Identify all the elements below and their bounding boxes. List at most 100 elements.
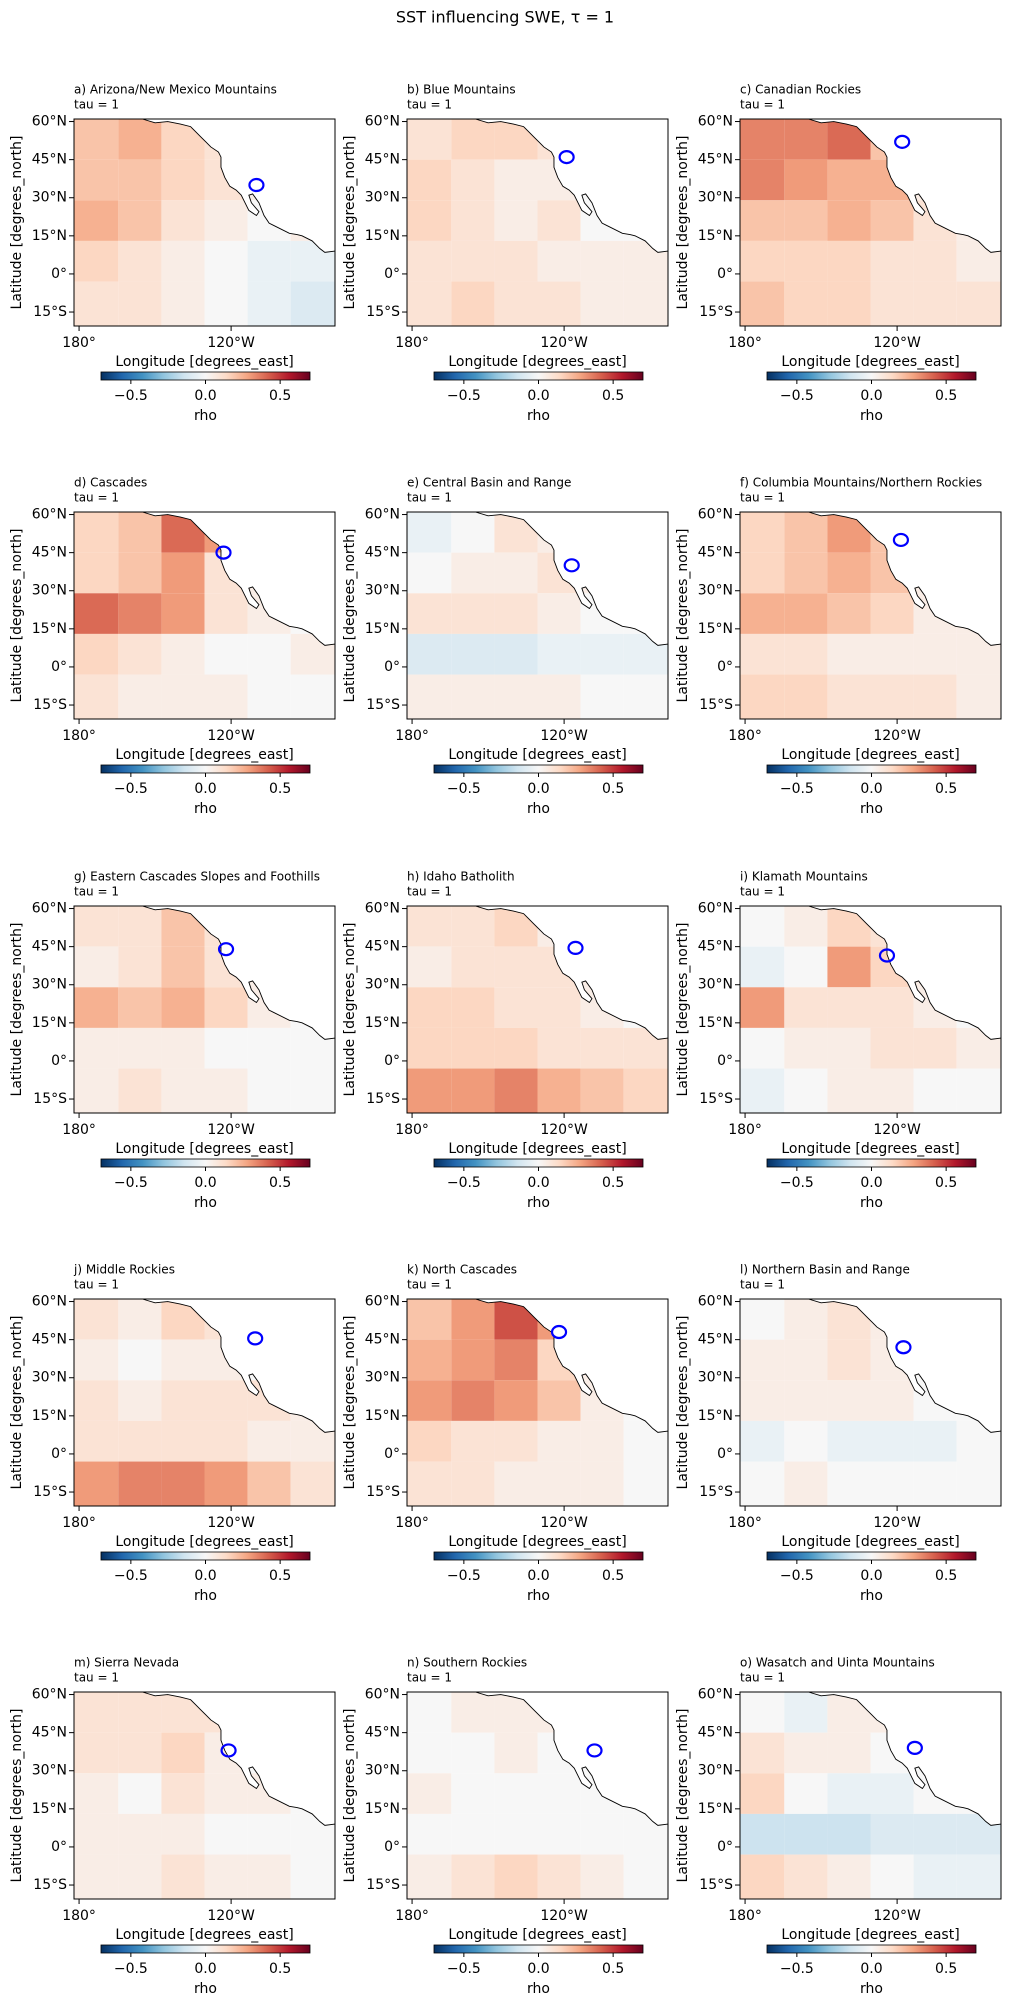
heatmap-cell xyxy=(161,1461,205,1506)
heatmap-cell xyxy=(784,593,828,634)
heatmap-cell xyxy=(451,1068,495,1113)
y-tick-label: 0° xyxy=(384,659,400,675)
heatmap-cell xyxy=(118,281,162,326)
heatmap-cell xyxy=(247,1027,291,1069)
heatmap-cell xyxy=(827,674,871,719)
y-axis-label: Latitude [degrees_north] xyxy=(342,1316,358,1490)
colorbar-tick-label: 0.0 xyxy=(860,1961,882,1977)
region-outline xyxy=(247,1331,264,1346)
land xyxy=(808,1299,1001,1433)
x-tick-label: 180° xyxy=(395,1515,429,1531)
heatmap-cell xyxy=(827,593,871,634)
heatmap-cell xyxy=(74,1732,119,1774)
x-axis-label: Longitude [degrees_east] xyxy=(781,1534,959,1550)
y-axis-label: Latitude [degrees_north] xyxy=(342,1709,358,1883)
panel-title: e) Central Basin and Range xyxy=(407,476,571,490)
y-tick-label: 30°N xyxy=(698,977,733,993)
y-tick-label: 15°N xyxy=(698,621,733,637)
y-tick-label: 30°N xyxy=(698,190,733,206)
y-tick-label: 60°N xyxy=(365,901,400,917)
y-tick-label: 15°N xyxy=(32,1015,67,1031)
heatmap-cell xyxy=(494,1380,538,1421)
heatmap-cell xyxy=(870,674,914,719)
heatmap-cell xyxy=(204,987,248,1028)
heatmap-cell xyxy=(74,674,119,719)
panel-subtitle: tau = 1 xyxy=(74,491,119,505)
y-axis-label: Latitude [degrees_north] xyxy=(9,136,25,310)
x-tick-label: 120°W xyxy=(207,1908,255,1924)
heatmap-cell xyxy=(537,633,581,675)
panel-title: c) Canadian Rockies xyxy=(740,83,861,97)
x-tick-label: 180° xyxy=(728,1122,762,1138)
heatmap-cell xyxy=(913,1813,957,1855)
land xyxy=(808,906,1001,1040)
heatmap-cell xyxy=(740,1068,785,1113)
y-tick-label: 15°S xyxy=(699,1484,733,1500)
y-tick-label: 30°N xyxy=(32,1763,67,1779)
heatmap-cell xyxy=(580,1854,624,1899)
colorbar xyxy=(433,371,644,381)
x-tick-label: 180° xyxy=(62,1122,96,1138)
colorbar-label: rho xyxy=(860,1588,883,1604)
heatmap-cell xyxy=(784,200,828,241)
x-axis-label: Longitude [degrees_east] xyxy=(781,747,959,763)
colorbar-label: rho xyxy=(527,408,550,424)
heatmap-cell xyxy=(204,1854,248,1899)
heatmap-cell xyxy=(407,1773,452,1814)
heatmap-cell xyxy=(118,1732,162,1774)
panel-subtitle: tau = 1 xyxy=(740,885,785,899)
land xyxy=(475,906,668,1040)
x-axis-label: Longitude [degrees_east] xyxy=(781,1927,959,1943)
colorbar-label: rho xyxy=(194,408,217,424)
y-tick-label: 0° xyxy=(51,1839,67,1855)
heatmap-cell xyxy=(407,1732,452,1774)
heatmap-cell xyxy=(870,1027,914,1069)
colorbar-tick-label: 0.0 xyxy=(527,1568,549,1584)
coastline xyxy=(475,511,669,646)
heatmap-cell xyxy=(870,1773,914,1814)
coastline xyxy=(475,1298,669,1433)
region-outline xyxy=(220,1743,237,1758)
heatmap-cell xyxy=(74,593,119,634)
heatmap-cell xyxy=(407,1420,452,1462)
y-tick-label: 60°N xyxy=(32,507,67,523)
heatmap-cell xyxy=(118,552,162,594)
heatmap-cell xyxy=(827,552,871,594)
panel-subtitle: tau = 1 xyxy=(74,1671,119,1685)
heatmap-cell xyxy=(290,1854,335,1899)
heatmap-cell xyxy=(740,240,785,282)
colorbar xyxy=(100,764,311,774)
region-outline xyxy=(215,545,232,560)
colorbar xyxy=(100,1944,311,1954)
heatmap-cell xyxy=(784,552,828,594)
heatmap-cell xyxy=(740,946,785,988)
panel: f) Columbia Mountains/Northern Rockiesta… xyxy=(675,476,1002,817)
heatmap-cell xyxy=(118,1299,162,1340)
heatmap-cell xyxy=(740,1773,785,1814)
heatmap-cell xyxy=(118,200,162,241)
heatmap-cell xyxy=(580,240,624,282)
heatmap-cell xyxy=(537,281,581,326)
panel-title: d) Cascades xyxy=(74,476,147,490)
heatmap-cell xyxy=(204,1068,248,1113)
coastline xyxy=(142,1298,336,1433)
colorbar-label: rho xyxy=(194,1588,217,1604)
heatmap-cell xyxy=(204,1773,248,1814)
heatmap-cell xyxy=(204,674,248,719)
figure-title: SST influencing SWE, τ = 1 xyxy=(396,8,614,27)
coastline xyxy=(808,511,1002,646)
colorbar-tick-label: 0.5 xyxy=(935,1568,957,1584)
panel-subtitle: tau = 1 xyxy=(740,98,785,112)
heatmap-cell xyxy=(494,946,538,988)
map-frame xyxy=(739,1298,1002,1507)
heatmap-cell xyxy=(956,1854,1001,1899)
heatmap-cell xyxy=(204,1027,248,1069)
y-axis-label: Latitude [degrees_north] xyxy=(9,923,25,1097)
region-outline xyxy=(550,1324,568,1340)
heatmap-cell xyxy=(580,1420,624,1462)
heatmap-cell xyxy=(118,1339,162,1381)
heatmap-cell xyxy=(537,593,581,634)
